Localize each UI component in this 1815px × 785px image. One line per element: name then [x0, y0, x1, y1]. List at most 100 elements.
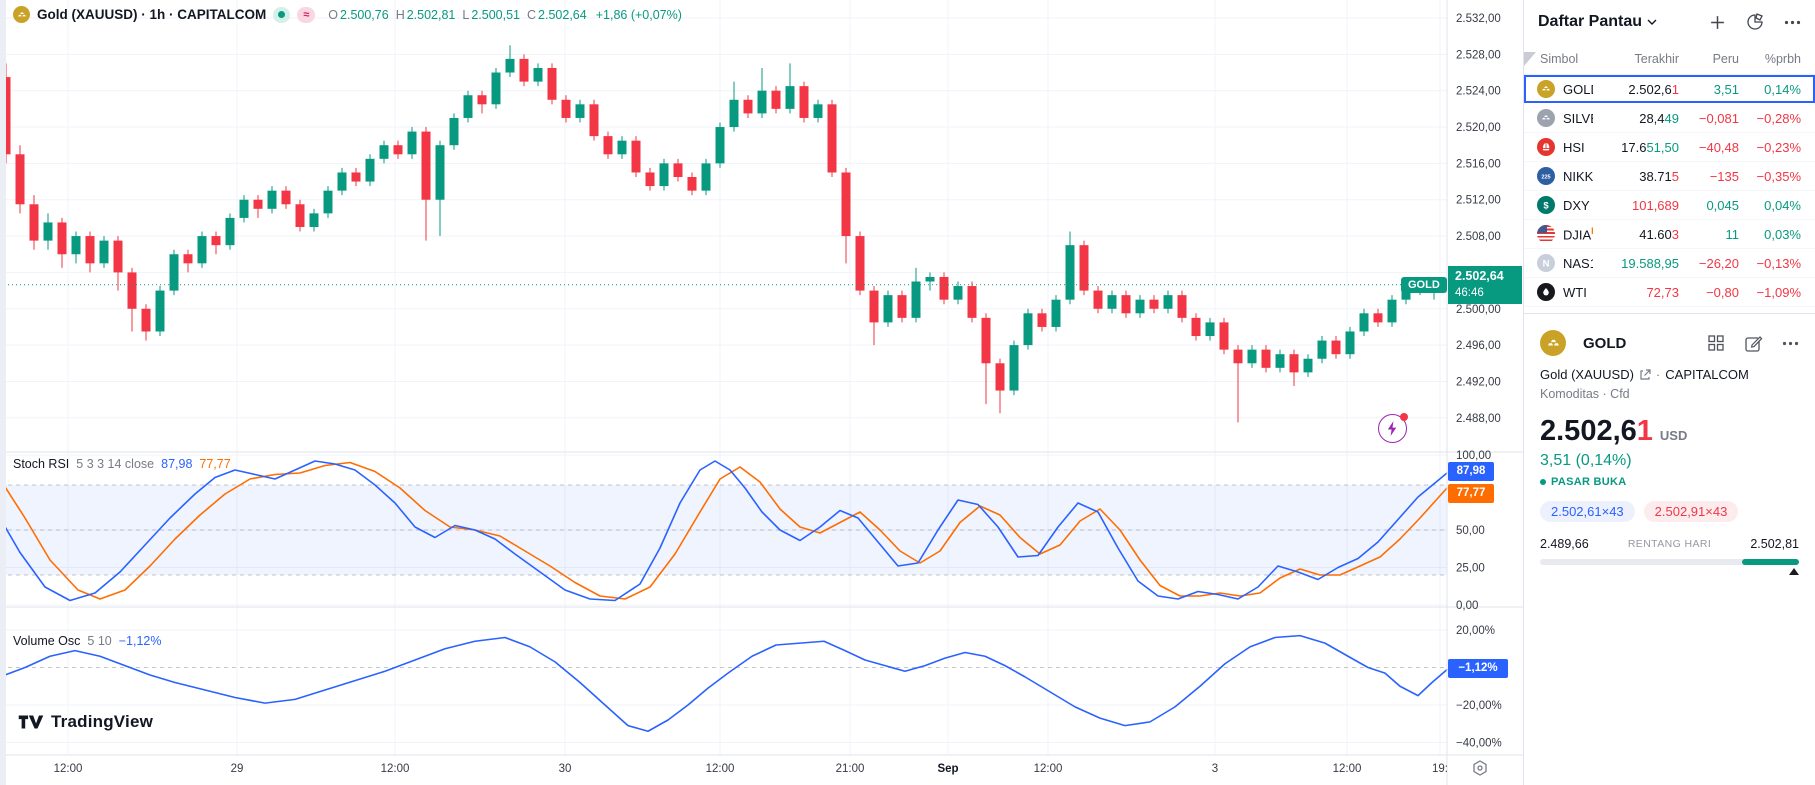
percent-change-cell: −0,13% — [1756, 255, 1801, 271]
stoch-rsi-legend[interactable]: Stoch RSI 5 3 3 14 close 87,98 77,77 — [13, 457, 231, 471]
stoch-k-value: 87,98 — [161, 457, 193, 471]
volume-osc-name[interactable]: Volume Osc — [13, 634, 81, 648]
watchlist-row-nikkei[interactable]: 225 NIKKEI 38.715 −135 −0,35% — [1524, 162, 1815, 191]
candle-body — [631, 140, 641, 173]
external-link-icon[interactable] — [1639, 368, 1651, 381]
compose-note-icon[interactable] — [1744, 334, 1763, 353]
time-tick-label: 12:00 — [706, 763, 735, 775]
candle-body — [771, 90, 781, 109]
candle-body — [505, 58, 515, 73]
candle-body — [1317, 340, 1327, 359]
change-cell: −0,081 — [1698, 110, 1739, 126]
pie-chart-icon[interactable] — [1746, 13, 1764, 31]
candle-body — [855, 236, 865, 291]
high-label: H — [395, 7, 405, 22]
watchlist-row-djia[interactable]: DJIAD 41.603 11 0,03% — [1524, 220, 1815, 249]
candle-body — [603, 136, 613, 155]
tradingview-logo-icon — [18, 715, 44, 729]
candle-body — [911, 281, 921, 318]
candle-body — [211, 236, 221, 246]
candle-body — [743, 99, 753, 114]
details-full-name[interactable]: Gold (XAUUSD) — [1540, 367, 1634, 382]
candle-body — [659, 163, 669, 187]
column-terakhir[interactable]: Terakhir — [1634, 52, 1679, 66]
details-price-main: 2.502,6 — [1540, 415, 1637, 447]
candle-body — [1373, 313, 1383, 323]
details-instrument-type: Komoditas · Cfd — [1540, 387, 1630, 401]
open-label: O — [328, 7, 339, 22]
symbol-name: NAS100 — [1563, 255, 1593, 271]
watchlist-row-wti[interactable]: WTI 72,73 −0,80 −1,09% — [1524, 278, 1815, 307]
chevron-down-icon — [1647, 19, 1657, 25]
candle-body — [309, 213, 319, 227]
column-persen[interactable]: %prbh — [1764, 52, 1801, 66]
candle-body — [1121, 295, 1131, 314]
column-perubahan[interactable]: Peru — [1712, 52, 1739, 66]
watchlist-row-dxy[interactable]: $ DXY 101,689 0,045 0,04% — [1524, 191, 1815, 220]
market-status-chip[interactable] — [273, 6, 291, 23]
stoch-d-value: 77,77 — [199, 457, 231, 471]
candle-body — [85, 236, 95, 264]
candle-body — [1163, 295, 1173, 309]
add-symbol-icon[interactable] — [1709, 14, 1726, 31]
market-open-dot — [1540, 479, 1546, 485]
watchlist-row-hsi[interactable]: HSI 17.651,50 −40,48 −0,23% — [1524, 133, 1815, 162]
symbol-legend[interactable]: Gold (XAUUSD) · 1h · CAPITALCOM ≈ O 2.50… — [13, 6, 682, 23]
percent-change-cell: −1,09% — [1756, 284, 1801, 300]
grid-view-icon[interactable] — [1707, 334, 1725, 352]
symbol-name: SILVER — [1563, 110, 1593, 126]
stoch-k-line — [0, 460, 1448, 602]
time-tick-label: 3 — [1212, 763, 1218, 775]
more-options-icon[interactable] — [1782, 341, 1799, 346]
time-tick-label: 30 — [559, 763, 572, 775]
watchlist-title-dropdown[interactable]: Daftar Pantau — [1538, 13, 1657, 31]
volume-osc-legend[interactable]: Volume Osc 5 10 −1,12% — [13, 634, 161, 648]
tradingview-watermark[interactable]: TradingView — [18, 712, 153, 732]
price-tick-label: 2.492,00 — [1456, 376, 1501, 388]
watchlist-header: Daftar Pantau — [1524, 0, 1815, 44]
watchlist-rows: GOLD 2.502,61 3,51 0,14% SILVER 28,449 −0,081 −… — [1524, 75, 1815, 307]
low-value: 2.500,51 — [471, 7, 521, 22]
candle-body — [1233, 349, 1243, 364]
watchlist-row-silver[interactable]: SILVER 28,449 −0,081 −0,28% — [1524, 104, 1815, 133]
djia-icon — [1537, 225, 1555, 243]
ask-chip[interactable]: 2.502,91×43 — [1643, 501, 1739, 522]
candle-body — [71, 236, 81, 255]
candle-body — [701, 163, 711, 191]
axis-settings-icon[interactable] — [1472, 760, 1488, 781]
candle-body — [1289, 354, 1299, 373]
candle-body — [197, 236, 207, 264]
svg-text:$: $ — [1543, 201, 1549, 212]
approx-data-chip[interactable]: ≈ — [297, 6, 316, 23]
candle-body — [435, 145, 445, 200]
price-tick-label: 2.520,00 — [1456, 122, 1501, 134]
candle-body — [1303, 358, 1313, 373]
left-toolbar-strip — [0, 0, 6, 785]
candle-body — [491, 72, 501, 105]
bid-chip[interactable]: 2.502,61×43 — [1540, 501, 1635, 522]
candle-body — [281, 190, 291, 205]
chart-canvas[interactable]: 2.532,00 2.528,00 2.524,00 2.520,00 2.516,00… — [0, 0, 1523, 785]
candle-body — [1079, 245, 1089, 291]
watchlist-row-nas100[interactable]: N NAS100 19.588,95 −26,20 −0,13% — [1524, 249, 1815, 278]
candle-body — [57, 222, 67, 255]
candle-body — [883, 295, 893, 323]
last-price-cell: 2.502,61 — [1628, 81, 1679, 97]
price-tick-label: 2.532,00 — [1456, 13, 1501, 25]
flag-marker-icon[interactable] — [1524, 52, 1536, 66]
watchlist-row-gold[interactable]: GOLD 2.502,61 3,51 0,14% — [1524, 75, 1815, 104]
volume-osc-axis-chip: −1,12% — [1448, 659, 1508, 678]
symbol-title[interactable]: Gold (XAUUSD) · 1h · CAPITALCOM — [37, 7, 267, 22]
svg-text:N: N — [1543, 259, 1550, 270]
flash-events-button[interactable] — [1378, 413, 1408, 443]
column-simbol[interactable]: Simbol — [1540, 52, 1579, 66]
change-cell: 11 — [1725, 226, 1740, 242]
stoch-k-axis-chip: 87,98 — [1448, 462, 1494, 481]
candle-body — [827, 104, 837, 173]
details-exchange[interactable]: CAPITALCOM — [1665, 367, 1749, 382]
day-range-row: 2.489,66 RENTANG HARI 2.502,81 — [1540, 537, 1799, 551]
stoch-rsi-name[interactable]: Stoch RSI — [13, 457, 70, 471]
wti-icon — [1537, 283, 1555, 301]
candle-body — [253, 199, 263, 209]
more-options-icon[interactable] — [1784, 20, 1801, 25]
